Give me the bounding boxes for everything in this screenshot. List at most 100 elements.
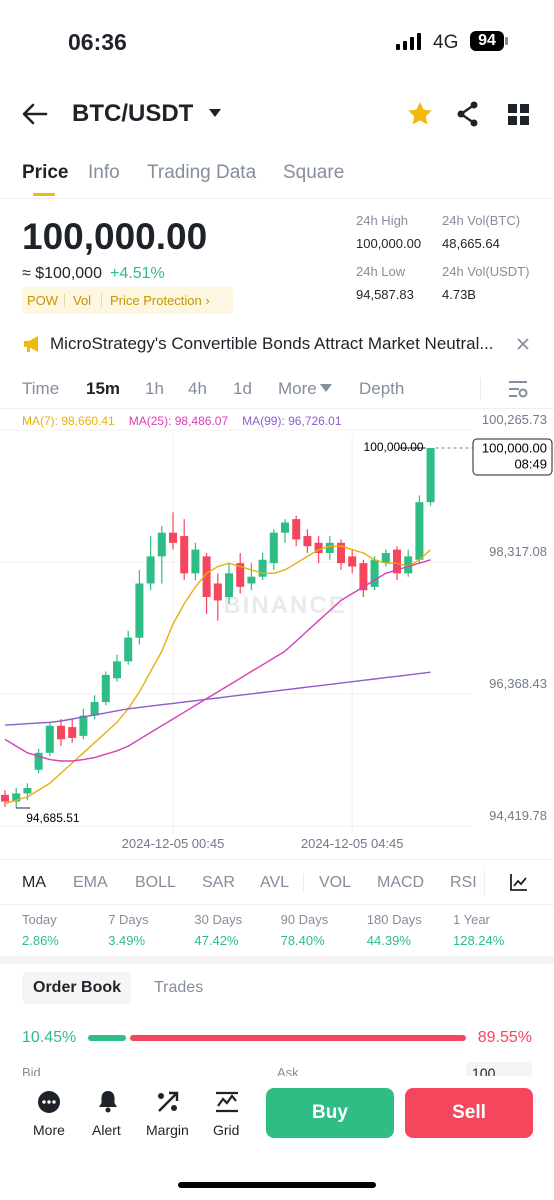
price-change: +4.51% — [110, 265, 165, 282]
candle-body — [213, 583, 222, 601]
ask-header: Ask — [277, 1065, 299, 1080]
candle-body — [281, 522, 289, 533]
order-tab[interactable]: Trades — [154, 979, 204, 996]
timeframe[interactable]: 1d — [233, 379, 252, 398]
share-button[interactable] — [456, 101, 480, 127]
close-news[interactable] — [517, 338, 529, 350]
divider — [0, 859, 554, 860]
tab[interactable]: Square — [283, 162, 345, 183]
stat-value: 4.73B — [442, 287, 476, 302]
pair-caret[interactable] — [208, 108, 222, 118]
timeframe[interactable]: More — [278, 379, 317, 398]
timeframe[interactable]: Time — [22, 379, 60, 398]
stat-value: 48,665.64 — [442, 236, 500, 251]
tab[interactable]: Price — [22, 162, 69, 183]
nav-label[interactable]: More — [33, 1122, 65, 1138]
period-change: 2.86% — [22, 933, 59, 948]
indicator[interactable]: RSI — [450, 874, 477, 891]
bid-header: Bid — [22, 1065, 41, 1080]
candle-body — [381, 552, 390, 564]
nav-label[interactable]: Margin — [146, 1122, 189, 1138]
stat-value: 100,000.00 — [356, 236, 422, 251]
more-icon[interactable] — [37, 1090, 61, 1114]
bid-bar — [88, 1035, 126, 1041]
separator — [303, 874, 304, 892]
alert-icon[interactable] — [97, 1089, 119, 1114]
watermark: BINANCE — [223, 592, 346, 619]
period-label: 180 Days — [366, 912, 422, 927]
candle-body — [325, 542, 334, 553]
candle-body — [169, 532, 177, 543]
indicator[interactable]: AVL — [260, 874, 290, 891]
tab[interactable]: Info — [88, 162, 120, 183]
ask-ratio: 89.55% — [477, 1029, 532, 1046]
margin-icon[interactable] — [156, 1090, 180, 1114]
news-icon — [24, 336, 38, 352]
buy-button[interactable]: Buy — [266, 1088, 394, 1138]
favorite-star[interactable] — [407, 101, 433, 127]
stat-label: 24h Low — [356, 264, 406, 279]
candle-body — [124, 637, 133, 662]
timeframe[interactable]: 1h — [145, 379, 164, 398]
battery: 94 — [470, 31, 504, 51]
tag-sep — [101, 294, 102, 307]
candle-body — [269, 532, 278, 564]
candle-body — [415, 502, 424, 560]
tab[interactable]: Trading Data — [147, 162, 257, 183]
period-change: 78.40% — [280, 933, 325, 948]
candle-body — [393, 549, 401, 574]
candle-body — [258, 559, 267, 577]
candle-body — [426, 448, 435, 503]
candle-body — [90, 702, 99, 716]
divider — [0, 198, 554, 199]
indicator[interactable]: VOL — [319, 874, 352, 891]
stat-label: 24h Vol(BTC) — [442, 213, 521, 228]
last-price-box — [472, 438, 553, 476]
period-label: 1 Year — [453, 912, 490, 927]
timeframe[interactable]: 4h — [188, 379, 207, 398]
indicator-settings[interactable] — [510, 873, 528, 891]
indicator[interactable]: SAR — [202, 874, 235, 891]
indicator[interactable]: MACD — [377, 874, 425, 891]
news-headline[interactable]: MicroStrategy's Convertible Bonds Attrac… — [50, 334, 494, 353]
high-label: 100,000.00 — [364, 440, 424, 454]
ma-line — [4, 545, 432, 805]
y-tick-label: 100,265.73 — [482, 412, 547, 427]
candle-body — [247, 576, 256, 584]
tab-pill — [22, 972, 131, 1004]
candle-body — [12, 793, 21, 802]
timeframe[interactable]: 15m — [86, 379, 121, 398]
grid-icon[interactable] — [215, 1090, 239, 1114]
indicator[interactable]: EMA — [73, 874, 108, 891]
candle-body — [1, 794, 9, 802]
more-caret[interactable] — [320, 384, 332, 392]
back-button[interactable] — [22, 102, 48, 126]
nav-label[interactable]: Alert — [92, 1122, 121, 1138]
stat-value: 94,587.83 — [356, 287, 414, 302]
chart-settings[interactable] — [508, 380, 528, 398]
timeframe[interactable]: Depth — [359, 379, 405, 398]
candle-body — [303, 536, 312, 547]
indicator[interactable]: MA — [22, 874, 46, 891]
period-label: 30 Days — [194, 912, 243, 927]
candle-body — [135, 583, 144, 638]
separator — [484, 870, 485, 896]
order-tab[interactable]: Order Book — [33, 979, 122, 996]
candle-body — [292, 519, 301, 540]
pair-title[interactable]: BTC/USDT — [72, 100, 194, 127]
y-tick-label: 96,368.43 — [489, 676, 547, 691]
period-label: 7 Days — [108, 912, 149, 927]
candle-body — [68, 727, 77, 738]
tag[interactable]: Vol — [73, 293, 92, 308]
sell-button[interactable]: Sell — [405, 1088, 533, 1138]
candle-body — [45, 725, 54, 753]
nav-label[interactable]: Grid — [213, 1122, 240, 1138]
tag[interactable]: POW — [27, 293, 59, 308]
indicator[interactable]: BOLL — [135, 874, 176, 891]
layout-button[interactable] — [508, 104, 529, 125]
ma-legend: MA(7): 98,660.41 — [22, 414, 115, 428]
tag[interactable]: Price Protection › — [110, 293, 210, 308]
candle-body — [157, 532, 166, 557]
last-price: 100,000.00 — [22, 216, 208, 257]
candle-body — [57, 725, 65, 740]
